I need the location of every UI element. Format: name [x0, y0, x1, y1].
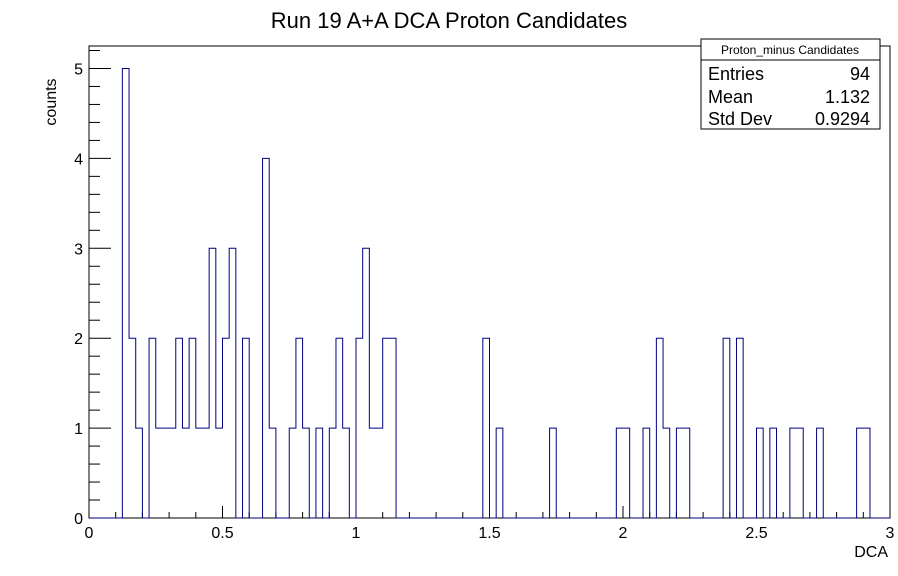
histogram-bin [369, 428, 376, 518]
x-tick-label: 3 [886, 525, 895, 542]
histogram-bin [623, 428, 630, 518]
stats-box: Proton_minus Candidates Entries 94 Mean … [700, 38, 881, 130]
histogram-bin [162, 428, 169, 518]
histogram-bin [289, 428, 296, 518]
histogram-bin [550, 428, 557, 518]
histogram-bin [303, 428, 310, 518]
stats-entries-label: Entries [708, 64, 764, 84]
y-tick-label: 2 [74, 331, 83, 348]
stats-entries-value: 94 [850, 64, 870, 84]
y-tick-label: 1 [74, 421, 83, 438]
histogram-bin [356, 338, 363, 518]
histogram-bin [216, 428, 223, 518]
y-tick-label: 3 [74, 241, 83, 258]
histogram-bin [663, 428, 670, 518]
stats-stddev-label: Std Dev [708, 109, 772, 129]
histogram-bin [316, 428, 323, 518]
stats-mean-value: 1.132 [825, 87, 870, 107]
histogram-bin [343, 428, 350, 518]
histogram-bin [797, 428, 804, 518]
histogram-series [89, 67, 890, 519]
x-tick-label: 2 [619, 525, 628, 542]
histogram-bin [156, 428, 163, 518]
x-tick-label: 0.5 [211, 525, 233, 542]
histogram-bin [202, 428, 209, 518]
histogram-bin [676, 428, 683, 518]
histogram-bin [857, 428, 864, 518]
histogram-bin [122, 68, 129, 518]
histogram-bin [196, 428, 203, 518]
histogram-bin [683, 428, 690, 518]
histogram-bin [263, 158, 270, 518]
stats-stddev-value: 0.9294 [815, 109, 870, 129]
histogram-bin [736, 338, 743, 518]
histogram-bin [336, 338, 343, 518]
histogram-bin [129, 338, 136, 518]
histogram-bin [363, 248, 370, 518]
histogram-bin [176, 338, 183, 518]
histogram-bin [243, 338, 250, 518]
histogram-bin [863, 428, 870, 518]
histogram-bin [790, 428, 797, 518]
y-tick-label: 5 [74, 61, 83, 78]
histogram-bin [296, 338, 303, 518]
histogram-bin [483, 338, 490, 518]
y-axis-label: counts [43, 78, 60, 125]
histogram-bin [136, 428, 143, 518]
histogram-bin [770, 428, 777, 518]
x-tick-label: 1.5 [478, 525, 500, 542]
histogram-bin [383, 338, 390, 518]
stats-mean-label: Mean [708, 87, 753, 107]
histogram-bin [149, 338, 156, 518]
histogram-bin [723, 338, 730, 518]
histogram-bin [223, 338, 230, 518]
stats-box-title: Proton_minus Candidates [721, 43, 859, 57]
histogram-bin [376, 428, 383, 518]
chart-title: Run 19 A+A DCA Proton Candidates [271, 8, 628, 33]
histogram-bin [817, 428, 824, 518]
histogram-bin [169, 428, 176, 518]
y-axis-ticks: 0 1 2 3 4 5 [74, 49, 111, 528]
histogram-bin [496, 428, 503, 518]
histogram-bin [229, 248, 236, 518]
histogram-bin [182, 428, 189, 518]
histogram-bin [389, 338, 396, 518]
x-axis-label: DCA [854, 544, 888, 561]
histogram-bin [616, 428, 623, 518]
histogram-bin [757, 428, 764, 518]
y-tick-label: 4 [74, 151, 83, 168]
histogram-bin [189, 338, 196, 518]
histogram-bin [269, 428, 276, 518]
histogram-bin [209, 248, 216, 518]
y-tick-label: 0 [74, 511, 83, 528]
x-tick-label: 0 [85, 525, 94, 542]
x-tick-label: 1 [352, 525, 361, 542]
histogram-bin [329, 428, 336, 518]
histogram-bin [643, 428, 650, 518]
x-tick-label: 2.5 [745, 525, 767, 542]
histogram-bin [656, 338, 663, 518]
